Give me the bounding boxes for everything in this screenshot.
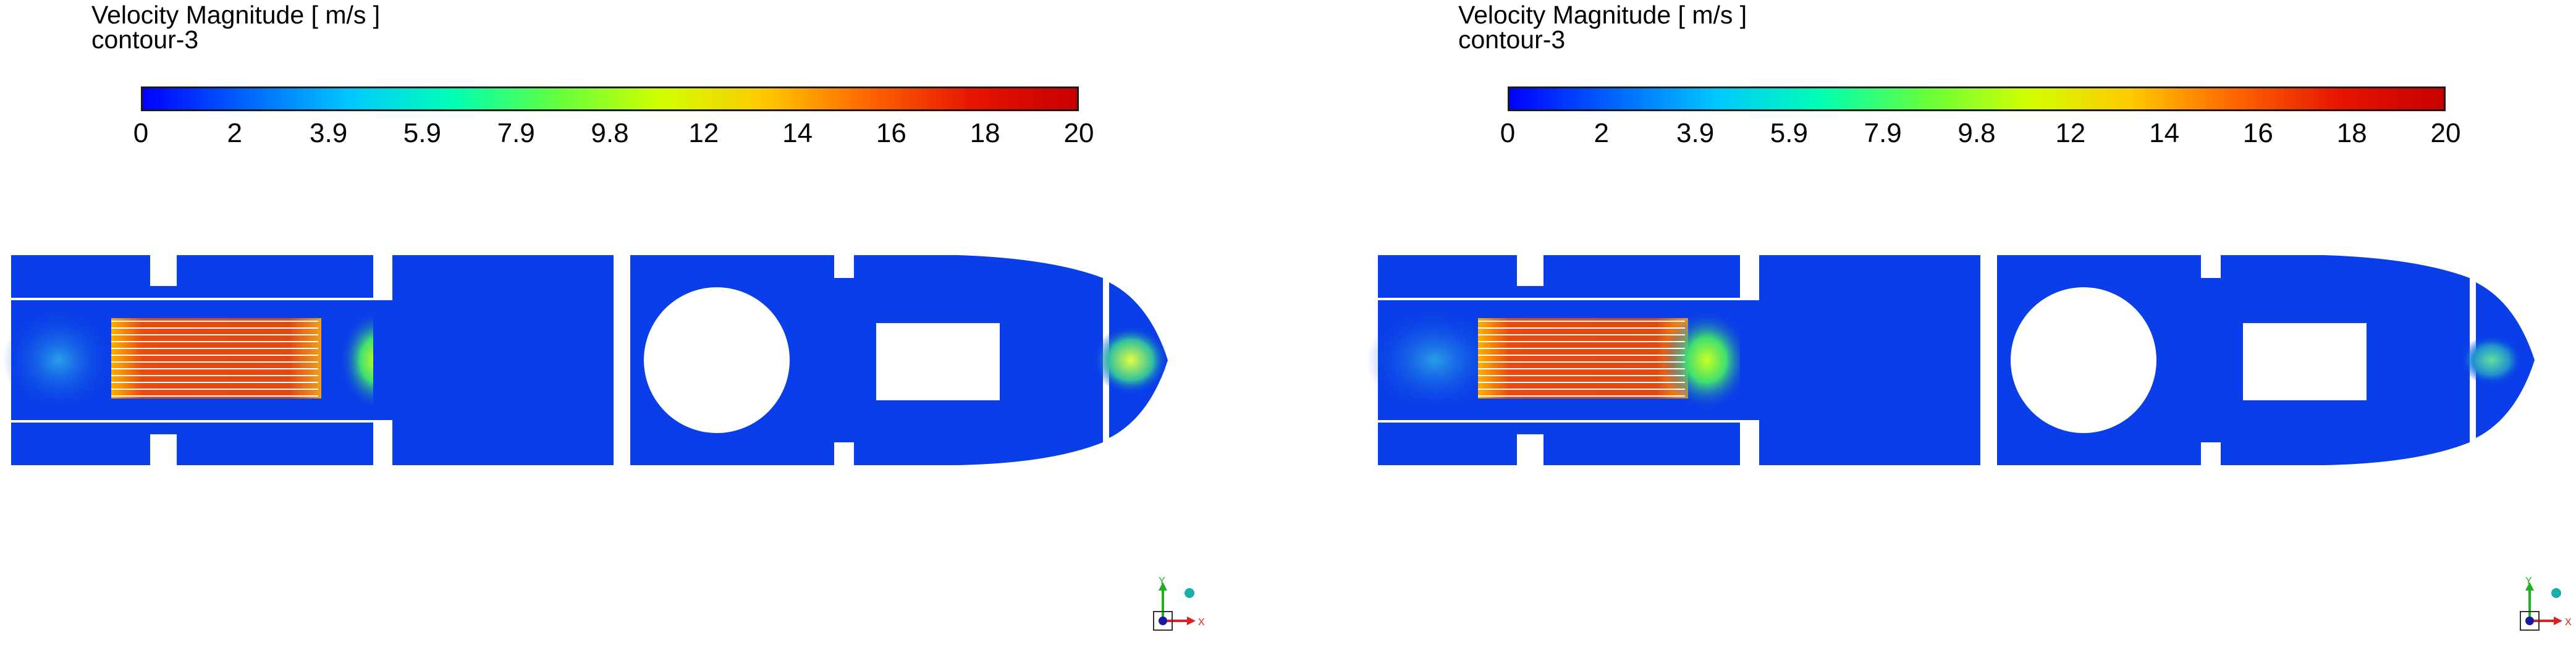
colorbar-tick-0: 0 [133, 118, 149, 148]
contour-panel-left: Velocity Magnitude [ m/s ] contour-3 0 2… [0, 0, 1288, 641]
axes-triad: Y X [2507, 575, 2576, 661]
colorbar-tick-1: 2 [1594, 118, 1610, 148]
colorbar [1508, 86, 2446, 111]
colorbar-tick-5: 9.8 [1957, 118, 1996, 148]
legend-subtitle: contour-3 [1458, 25, 1566, 54]
legend-title: Velocity Magnitude [ m/s ] [1458, 1, 1747, 29]
colorbar-tick-8: 16 [2242, 118, 2273, 148]
colorbar-tick-7: 14 [782, 118, 813, 148]
velocity-contour-field [3, 255, 1168, 465]
axes-triad: Y X [1140, 575, 1227, 661]
colorbar-tick-8: 16 [876, 118, 906, 148]
colorbar-tick-4: 7.9 [497, 118, 535, 148]
colorbar-tick-4: 7.9 [1864, 118, 1902, 148]
legend-subtitle: contour-3 [91, 25, 199, 54]
flow-plates [1478, 321, 1685, 397]
colorbar-tick-9: 18 [969, 118, 1000, 148]
axis-x-label: X [1198, 617, 1205, 628]
axis-y-label: Y [2525, 576, 2532, 586]
colorbar-tick-7: 14 [2149, 118, 2180, 148]
inlet-block-top [11, 255, 150, 298]
axis-x-label: X [2565, 617, 2572, 628]
axes-triad-icon: Y X [2520, 576, 2572, 631]
colorbar-tick-2: 3.9 [1676, 118, 1715, 148]
colorbar-tick-2: 3.9 [310, 118, 348, 148]
flow-plates [111, 321, 318, 397]
colorbar-ticks: 0 2 3.9 5.9 7.9 9.8 12 14 16 18 20 [1500, 111, 2461, 148]
colorbar-tick-5: 9.8 [591, 118, 629, 148]
cylinder-hole [644, 287, 790, 433]
chamber-2 [392, 255, 614, 465]
colorbar-tick-1: 2 [227, 118, 243, 148]
colorbar-tick-10: 20 [1063, 118, 1094, 148]
axis-y-label: Y [1159, 576, 1165, 586]
colorbar-tick-10: 20 [2430, 118, 2461, 148]
colorbar-tick-6: 12 [688, 118, 719, 148]
colorbar-tick-3: 5.9 [1770, 118, 1808, 148]
hot-core [111, 318, 321, 398]
colorbar-tick-6: 12 [2055, 118, 2086, 148]
colorbar-ticks: 0 2 3.9 5.9 7.9 9.8 12 14 16 18 20 [133, 111, 1094, 148]
colorbar-tick-9: 18 [2336, 118, 2367, 148]
hot-core [1478, 318, 1688, 398]
cylinder-hole [2011, 287, 2156, 433]
contour-panel-right: Velocity Magnitude [ m/s ] contour-3 0 2… [1367, 0, 2576, 641]
legend-title: Velocity Magnitude [ m/s ] [91, 1, 381, 29]
colorbar [141, 86, 1079, 111]
axes-triad-icon: Y X [1153, 576, 1205, 631]
rect-hole [876, 323, 1000, 400]
inlet-block-bottom [11, 422, 150, 465]
colorbar-tick-3: 5.9 [403, 118, 441, 148]
rect-hole [2243, 323, 2367, 400]
velocity-contour-field [1367, 255, 2535, 465]
colorbar-tick-0: 0 [1500, 118, 1516, 148]
